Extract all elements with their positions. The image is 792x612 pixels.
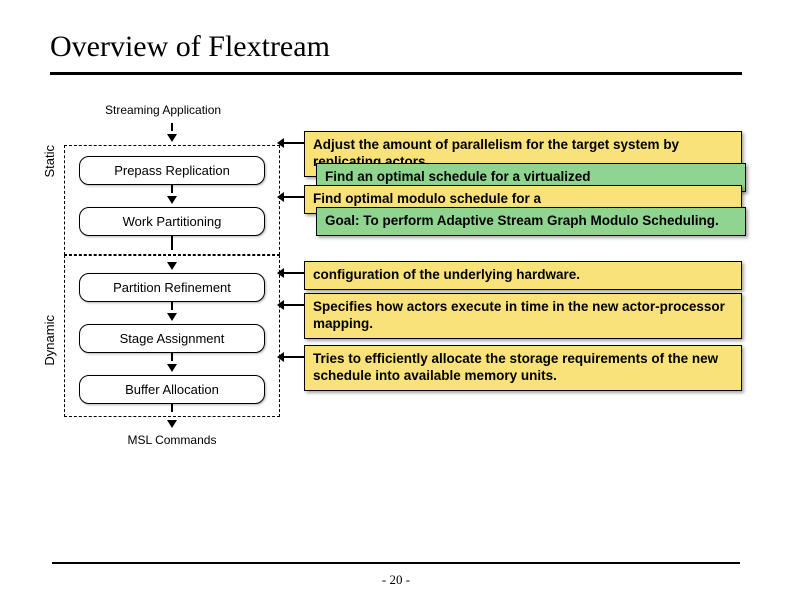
stage-work-partitioning: Work Partitioning xyxy=(79,207,265,236)
stage-buffer-allocation: Buffer Allocation xyxy=(79,375,265,404)
static-group: Prepass Replication Work Partitioning xyxy=(64,145,280,255)
pipeline-column: Static Dynamic Prepass Replication Work … xyxy=(50,123,280,447)
subheader-label: Streaming Application xyxy=(105,103,742,117)
page-title: Overview of Flextream xyxy=(50,30,742,75)
notes-column: Adjust the amount of parallelism for the… xyxy=(304,123,742,133)
dynamic-group: Partition Refinement Stage Assignment Bu… xyxy=(64,255,280,417)
stage-partition-refinement: Partition Refinement xyxy=(79,273,265,302)
note-text: Specifies how actors execute in time in … xyxy=(313,299,725,331)
stage-prepass: Prepass Replication xyxy=(79,156,265,185)
stage-stage-assignment: Stage Assignment xyxy=(79,324,265,353)
note-text: configuration of the underlying hardware… xyxy=(313,267,580,282)
note-goal: Goal: To perform Adaptive Stream Graph M… xyxy=(316,207,746,236)
note-stage-assignment: Specifies how actors execute in time in … xyxy=(304,293,742,339)
group-label-dynamic: Dynamic xyxy=(42,315,57,366)
note-buffer-allocation: Tries to efficiently allocate the storag… xyxy=(304,345,742,391)
group-label-static: Static xyxy=(42,145,57,178)
note-partition-refinement: configuration of the underlying hardware… xyxy=(304,261,742,290)
note-text: Goal: To perform Adaptive Stream Graph M… xyxy=(325,213,719,228)
note-text: Tries to efficiently allocate the storag… xyxy=(313,351,718,383)
note-text: Find optimal modulo schedule for a xyxy=(313,191,541,206)
note-text: Find an optimal schedule for a virtualiz… xyxy=(325,169,591,184)
page-number: - 20 - xyxy=(52,562,740,588)
output-label: MSL Commands xyxy=(64,433,280,447)
